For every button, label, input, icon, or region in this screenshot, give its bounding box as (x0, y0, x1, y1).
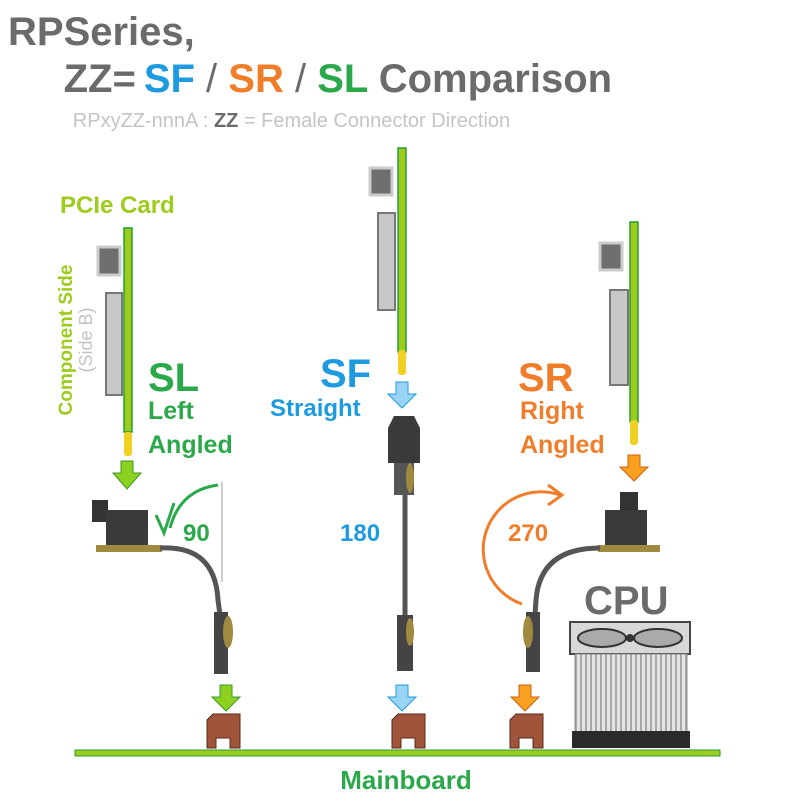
sl-code: SL (148, 356, 199, 400)
sr-connector (523, 492, 660, 672)
title-sr: SR (228, 57, 284, 101)
subtitle-part2: = Female Connector Direction (238, 110, 510, 132)
sl-line1: Left (148, 397, 195, 425)
sl-down-arrow-icon (111, 460, 143, 490)
subtitle-zz: ZZ (214, 110, 238, 132)
sl-angle: 90 (183, 520, 210, 547)
sr-pcie-card (598, 221, 639, 445)
title-line2: ZZ= SF / SR / SL Comparison (8, 57, 645, 101)
sr-angle-arrowhead-icon (547, 483, 565, 507)
sl-connector (92, 500, 233, 674)
mainboard (74, 749, 721, 757)
sf-connector (388, 416, 420, 671)
sr-down-arrow-icon (618, 454, 650, 482)
sf-code: SF (320, 352, 371, 396)
cpu-heatsink (569, 621, 691, 748)
side-b-label: (Side B) (76, 307, 96, 372)
title-line1: RPSeries, (8, 10, 195, 54)
title-sep1: / (195, 57, 228, 101)
title-sf: SF (144, 57, 195, 101)
title-prefix: ZZ= (64, 57, 136, 101)
sf-down-arrow-icon (386, 381, 418, 409)
sf-pcie-card (368, 147, 407, 375)
sr-line2: Angled (520, 431, 605, 459)
sl-slot-arrow-icon (210, 684, 242, 712)
title-sl: SL (317, 57, 368, 101)
sl-angle-check-icon (154, 502, 176, 538)
sr-angle: 270 (508, 520, 548, 547)
sr-line1: Right (520, 397, 585, 425)
sr-slot (509, 713, 544, 749)
subtitle: RPxyZZ-nnnA : ZZ = Female Connector Dire… (45, 110, 527, 132)
title-suffix: Comparison (368, 57, 612, 101)
cpu-label: CPU (584, 579, 668, 623)
sf-line1: Straight (270, 395, 361, 422)
sl-slot (206, 713, 241, 749)
subtitle-part1: RPxyZZ-nnnA : (73, 110, 214, 132)
sr-angle-arc (481, 490, 561, 606)
mainboard-label: Mainboard (340, 765, 471, 795)
sr-slot-arrow-icon (509, 684, 541, 712)
sl-angle-arc (168, 483, 219, 529)
sl-pcie-card (96, 227, 133, 456)
component-side-label: Component Side (56, 265, 77, 416)
pcie-card-label: PCIe Card (60, 192, 175, 219)
title-sep2: / (284, 57, 317, 101)
sf-slot (391, 713, 426, 749)
sr-code: SR (518, 356, 574, 400)
sl-line2: Angled (148, 431, 233, 459)
sf-angle: 180 (340, 520, 380, 547)
sf-slot-arrow-icon (386, 684, 418, 712)
